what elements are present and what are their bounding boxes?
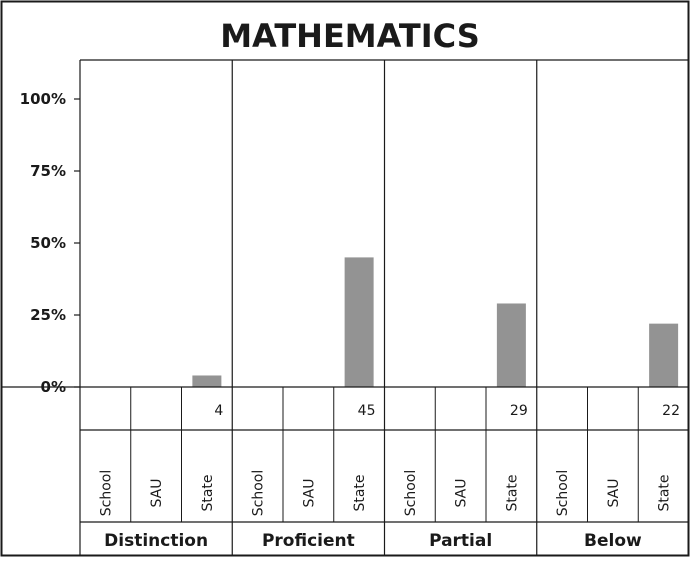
value-label: 45 [358, 403, 376, 419]
y-tick-label: 50% [30, 234, 66, 252]
y-axis: 0%25%50%75%100% [20, 60, 81, 555]
bar [192, 375, 222, 387]
chart-title: MATHEMATICS [220, 17, 480, 55]
y-tick-label: 100% [20, 90, 66, 108]
group-label: Below [584, 531, 642, 551]
bars [192, 257, 679, 387]
bar [649, 323, 679, 387]
subcategory-label: State [657, 474, 673, 511]
y-tick-label: 75% [30, 162, 66, 180]
bar [496, 303, 526, 387]
value-label: 4 [214, 403, 223, 419]
subcategory-label: SAU [454, 479, 470, 508]
subcategory-label: State [504, 474, 520, 511]
subcategory-label: School [251, 470, 267, 516]
subcategory-label: School [403, 470, 419, 516]
y-tick-label: 25% [30, 306, 66, 324]
value-label: 29 [510, 403, 528, 419]
subcategory-label: State [352, 474, 368, 511]
subcategory-label: State [200, 474, 216, 511]
group-label: Partial [429, 531, 492, 551]
subcategory-label: School [555, 470, 571, 516]
subcategory-label: School [98, 470, 114, 516]
value-label: 22 [662, 403, 680, 419]
bar [344, 257, 374, 387]
subcategory-label: SAU [301, 479, 317, 508]
group-dividers [231, 60, 538, 555]
group-label: Proficient [262, 531, 355, 551]
data-table: School SAU 4 State Distinction School SAU 45 Sta… [1, 386, 689, 551]
group-label: Distinction [104, 531, 208, 551]
subcategory-label: SAU [606, 479, 622, 508]
subcategory-label: SAU [149, 479, 165, 508]
